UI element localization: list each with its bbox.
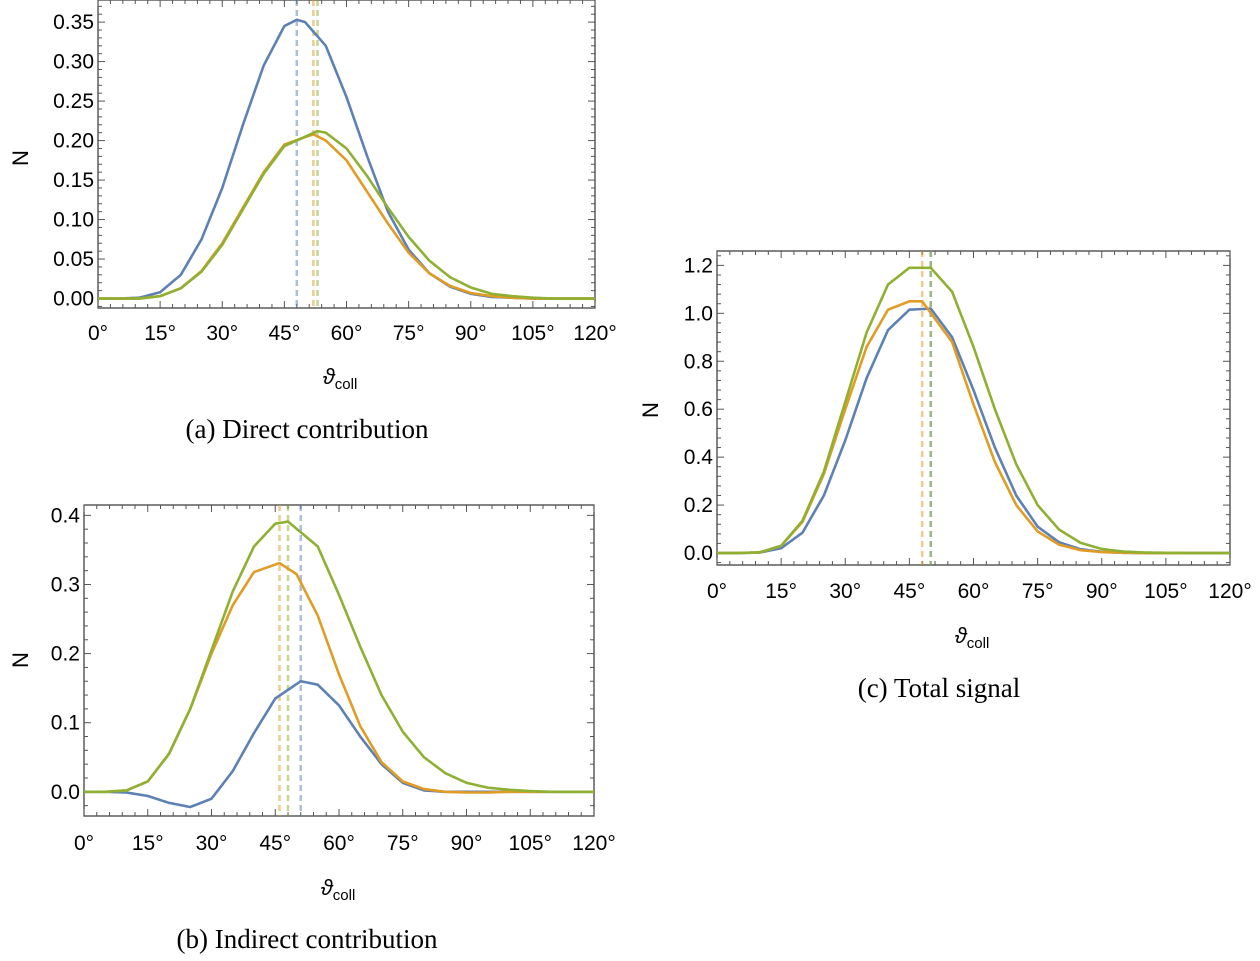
- y-tick-label: 0.4: [51, 504, 81, 527]
- panel-caption: (a) Direct contribution: [186, 414, 429, 444]
- y-tick-label: 0.25: [53, 90, 94, 113]
- series-line-green: [84, 520, 594, 794]
- panel-b: 0° 15° 30° 45° 60° 75° 90° 105° 120° 0.0 0.1 0.2 0.3…: [8, 504, 616, 954]
- y-tick-label: 0.8: [684, 350, 713, 373]
- x-tick-label: 90°: [1086, 580, 1118, 603]
- y-tick-label: 0.35: [53, 11, 94, 34]
- y-tick-label: 1.0: [684, 302, 713, 325]
- y-tick-label: 0.6: [684, 398, 713, 421]
- x-tick-label: 105°: [1144, 580, 1187, 603]
- x-tick-label: 105°: [509, 832, 552, 855]
- x-tick-label: 120°: [573, 322, 616, 345]
- x-tick-label: 45°: [268, 322, 300, 345]
- y-tick-label: 0.2: [684, 494, 713, 517]
- series-line-green: [98, 129, 595, 300]
- y-tick-label: 0.20: [53, 130, 94, 153]
- x-tick-label: 60°: [331, 322, 363, 345]
- series-line-orange: [98, 132, 595, 300]
- y-tick-label: 0.3: [51, 573, 80, 596]
- panel-caption: (c) Total signal: [858, 673, 1021, 703]
- y-tick-label: 1.2: [684, 254, 713, 277]
- y-tick-label: 0.1: [51, 712, 80, 735]
- y-tick-label: 0.0: [51, 781, 80, 804]
- x-tick-label: 75°: [393, 322, 425, 345]
- series-line-blue: [84, 679, 594, 809]
- x-tick-label: 30°: [196, 832, 228, 855]
- x-tick-label: 30°: [206, 322, 238, 345]
- plot-frame: [83, 504, 595, 817]
- x-tick-label: 75°: [387, 832, 419, 855]
- y-axis-label: N: [638, 402, 663, 418]
- x-tick-label: 15°: [132, 832, 164, 855]
- x-axis-label: ϑcoll: [321, 875, 356, 904]
- x-tick-label: 90°: [455, 322, 487, 345]
- y-tick-label: 0.15: [53, 169, 94, 192]
- x-tick-label: 120°: [572, 832, 615, 855]
- x-tick-label: 45°: [259, 832, 291, 855]
- x-tick-label: 15°: [765, 580, 797, 603]
- y-tick-label: 0.00: [53, 288, 94, 311]
- y-tick-label: 0.10: [53, 209, 94, 232]
- y-tick-label: 0.0: [684, 542, 713, 565]
- y-tick-label: 0.05: [53, 248, 94, 271]
- series-line-green: [717, 266, 1230, 555]
- x-tick-label: 105°: [511, 322, 554, 345]
- y-axis-label: N: [8, 150, 33, 166]
- x-tick-label: 0°: [74, 832, 94, 855]
- x-tick-label: 75°: [1022, 580, 1054, 603]
- x-tick-label: 30°: [829, 580, 861, 603]
- x-tick-label: 60°: [958, 580, 990, 603]
- x-tick-label: 120°: [1208, 580, 1251, 603]
- x-tick-label: 60°: [323, 832, 355, 855]
- x-tick-label: 90°: [451, 832, 483, 855]
- plot-frame: [97, 0, 596, 309]
- panel-c: 0° 15° 30° 45° 60° 75° 90° 105° 120° 0.0 0.2 0.4 0.6…: [638, 250, 1252, 703]
- y-tick-label: 0.4: [684, 446, 714, 469]
- y-tick-label: 0.30: [53, 51, 94, 74]
- x-axis-label: ϑcoll: [955, 623, 990, 652]
- y-axis-label: N: [8, 652, 33, 668]
- x-tick-label: 0°: [707, 580, 727, 603]
- x-tick-label: 15°: [144, 322, 176, 345]
- y-tick-label: 0.2: [51, 643, 80, 666]
- x-axis-label: ϑcoll: [323, 364, 358, 393]
- series-line-orange: [717, 300, 1230, 555]
- panel-caption: (b) Indirect contribution: [177, 924, 438, 954]
- panel-a: 0° 15° 30° 45° 60° 75° 90° 105° 120° 0.00 0.05 0.10…: [8, 0, 617, 444]
- x-tick-label: 0°: [88, 322, 108, 345]
- x-tick-label: 45°: [893, 580, 925, 603]
